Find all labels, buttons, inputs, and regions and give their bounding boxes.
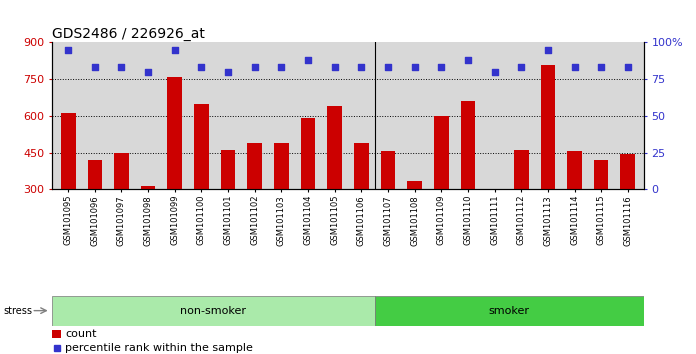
Point xyxy=(356,65,367,70)
Text: stress: stress xyxy=(3,306,33,316)
Bar xyxy=(194,104,209,189)
Bar xyxy=(114,153,129,189)
Point xyxy=(436,65,447,70)
Point xyxy=(569,65,580,70)
Point xyxy=(169,47,180,53)
Point xyxy=(542,47,553,53)
Bar xyxy=(52,330,61,338)
Point xyxy=(249,65,260,70)
Bar xyxy=(247,143,262,189)
Text: count: count xyxy=(65,329,97,339)
Bar xyxy=(141,186,155,189)
Point xyxy=(223,69,234,75)
Point xyxy=(596,65,607,70)
Bar xyxy=(514,150,528,189)
Bar xyxy=(594,160,608,189)
Bar xyxy=(274,143,289,189)
Text: non-smoker: non-smoker xyxy=(180,306,246,316)
Point xyxy=(329,65,340,70)
Bar xyxy=(301,118,315,189)
Bar xyxy=(407,181,422,189)
Bar xyxy=(541,64,555,189)
Point xyxy=(303,57,314,63)
Bar xyxy=(52,296,374,326)
Text: percentile rank within the sample: percentile rank within the sample xyxy=(65,343,253,353)
Bar xyxy=(168,77,182,189)
Point xyxy=(196,65,207,70)
Point xyxy=(409,65,420,70)
Point xyxy=(63,47,74,53)
Bar xyxy=(381,152,395,189)
Bar xyxy=(61,114,76,189)
Point xyxy=(116,65,127,70)
Bar xyxy=(620,154,635,189)
Bar xyxy=(461,101,475,189)
Bar xyxy=(434,116,449,189)
Point xyxy=(462,57,473,63)
Bar xyxy=(354,143,369,189)
Point xyxy=(276,65,287,70)
Bar xyxy=(221,150,235,189)
Text: GDS2486 / 226926_at: GDS2486 / 226926_at xyxy=(52,28,205,41)
Bar xyxy=(567,152,582,189)
Text: smoker: smoker xyxy=(489,306,530,316)
Point xyxy=(89,65,100,70)
Bar xyxy=(327,106,342,189)
Point xyxy=(489,69,500,75)
Bar xyxy=(374,296,644,326)
Point xyxy=(143,69,154,75)
Point xyxy=(622,65,633,70)
Point xyxy=(516,65,527,70)
Point xyxy=(382,65,393,70)
Bar xyxy=(88,160,102,189)
